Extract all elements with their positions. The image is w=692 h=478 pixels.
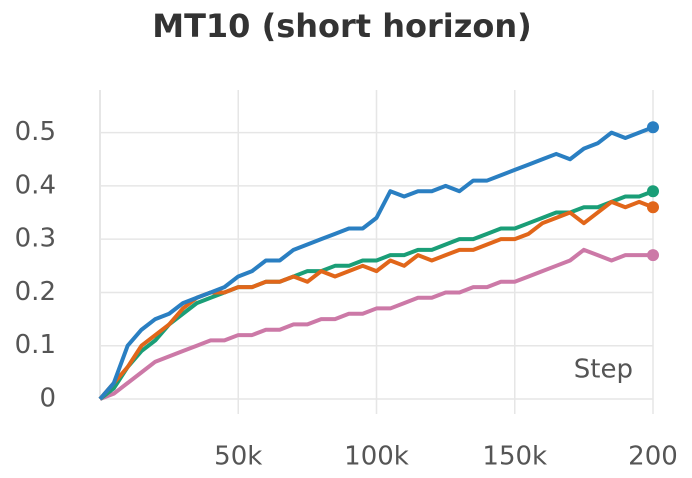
- x-tick-label: 150k: [482, 442, 547, 472]
- end-point: [647, 185, 659, 198]
- plot: 0 0.1 0.2 0.3 0.4 0.5 50k 100k 150k 200: [15, 90, 678, 472]
- x-tick-label: 100k: [344, 442, 409, 472]
- series-line: [98, 125, 654, 401]
- series-line: [99, 247, 653, 401]
- y-tick-label: 0.2: [15, 277, 56, 307]
- y-tick-label: 0.1: [15, 330, 56, 360]
- y-tick-label: 0.3: [15, 224, 56, 254]
- y-tick-label: 0: [39, 384, 56, 414]
- end-point: [647, 201, 659, 214]
- chart-title: MT10 (short horizon): [152, 7, 532, 45]
- end-point: [647, 121, 659, 134]
- x-axis-label: Step: [574, 355, 633, 385]
- end-point: [647, 249, 659, 262]
- x-tick-label: 50k: [214, 442, 262, 472]
- y-tick-label: 0.4: [15, 170, 56, 200]
- y-tick-label: 0.5: [15, 117, 56, 147]
- x-tick-label: 200: [628, 442, 678, 472]
- series-line: [98, 189, 654, 401]
